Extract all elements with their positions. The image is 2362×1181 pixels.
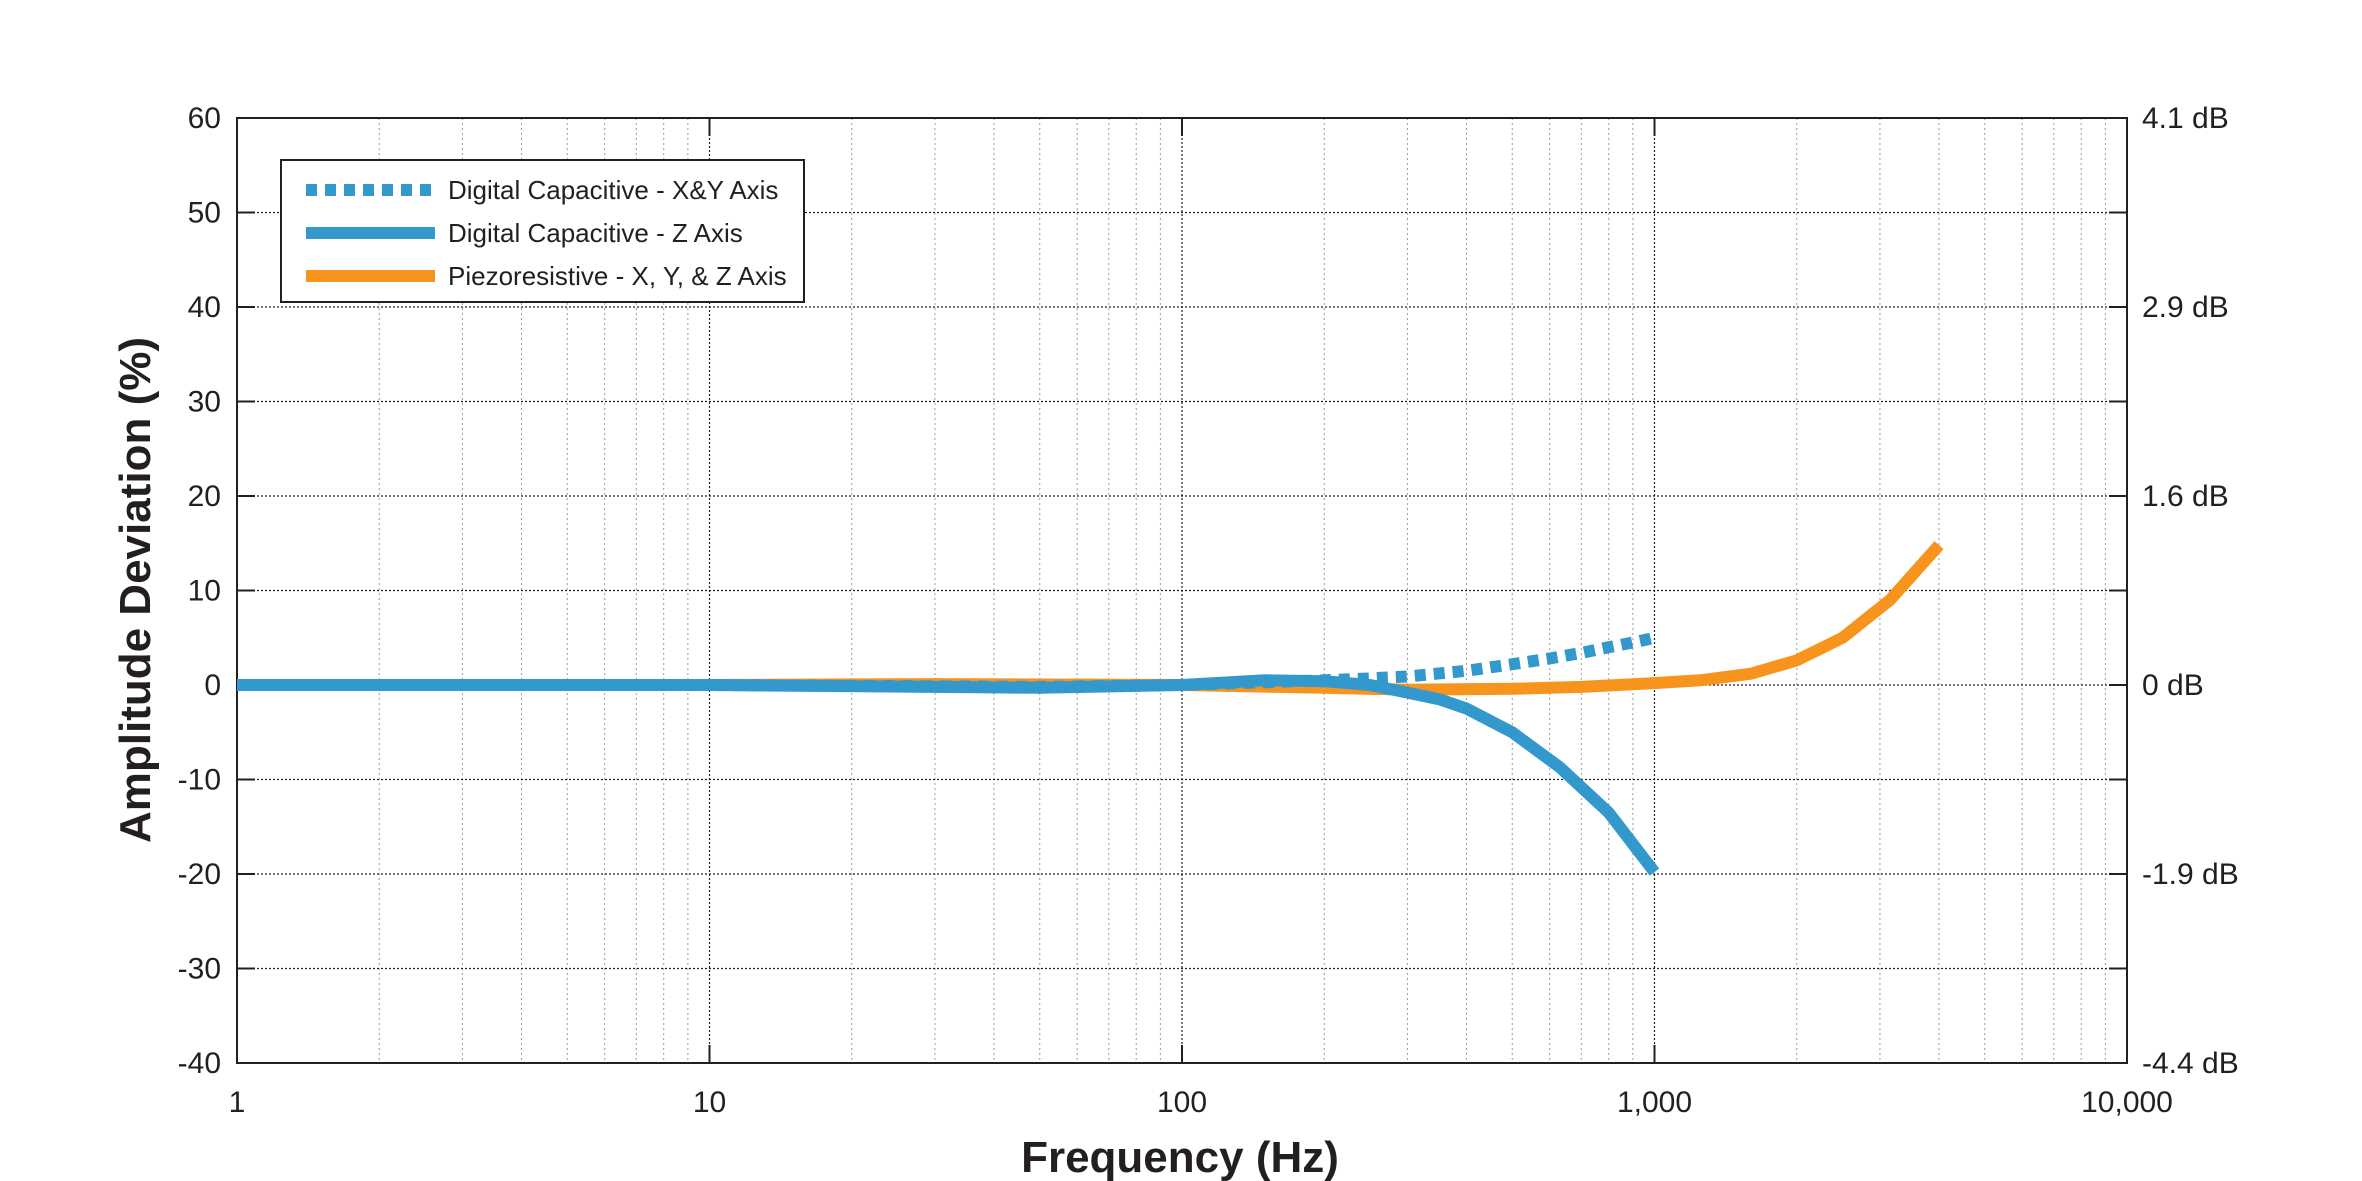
y-tick-label: -40 <box>178 1047 221 1080</box>
y-tick-label: -30 <box>178 953 221 986</box>
y-tick-label: 40 <box>188 291 221 324</box>
x-tick-label: 1 <box>229 1086 246 1119</box>
y-tick-label: -20 <box>178 858 221 891</box>
tick-marks <box>236 117 2128 1064</box>
y2-tick-label: 0 dB <box>2142 669 2204 702</box>
y-tick-label: -10 <box>178 764 221 797</box>
y2-tick-label: 2.9 dB <box>2142 291 2229 324</box>
y-axis-title: Amplitude Deviation (%) <box>111 337 160 843</box>
y-tick-label: 20 <box>188 480 221 513</box>
y-tick-label: 10 <box>188 575 221 608</box>
legend: Digital Capacitive - X&Y Axis Digital Cap… <box>280 159 805 303</box>
x-tick-labels: 1 10 100 1,000 10,000 <box>229 1086 2173 1119</box>
x-axis-title: Frequency (Hz) <box>1021 1133 1339 1181</box>
y-tick-label: 60 <box>188 102 221 135</box>
legend-label: Piezoresistive - X, Y, & Z Axis <box>448 261 787 291</box>
x-tick-label: 10 <box>693 1086 726 1119</box>
y2-tick-labels: 4.1 dB 2.9 dB 1.6 dB 0 dB -1.9 dB -4.4 dB <box>2142 102 2239 1080</box>
series-line <box>237 541 1944 696</box>
y-tick-label: 30 <box>188 386 221 419</box>
y2-tick-label: -4.4 dB <box>2142 1047 2239 1080</box>
y2-tick-label: 1.6 dB <box>2142 480 2229 513</box>
x-tick-label: 100 <box>1157 1086 1207 1119</box>
x-tick-label: 1,000 <box>1617 1086 1692 1119</box>
y2-tick-label: -1.9 dB <box>2142 858 2239 891</box>
y2-tick-label: 4.1 dB <box>2142 102 2229 135</box>
y-tick-label: 50 <box>188 197 221 230</box>
y-tick-labels: 60 50 40 30 20 10 0 -10 -20 -30 -40 <box>178 102 221 1080</box>
series-line <box>237 674 1660 876</box>
legend-label: Digital Capacitive - X&Y Axis <box>448 175 778 205</box>
y-tick-label: 0 <box>204 669 221 702</box>
legend-label: Digital Capacitive - Z Axis <box>448 218 743 248</box>
x-tick-label: 10,000 <box>2081 1086 2173 1119</box>
series-layer <box>237 541 1944 876</box>
